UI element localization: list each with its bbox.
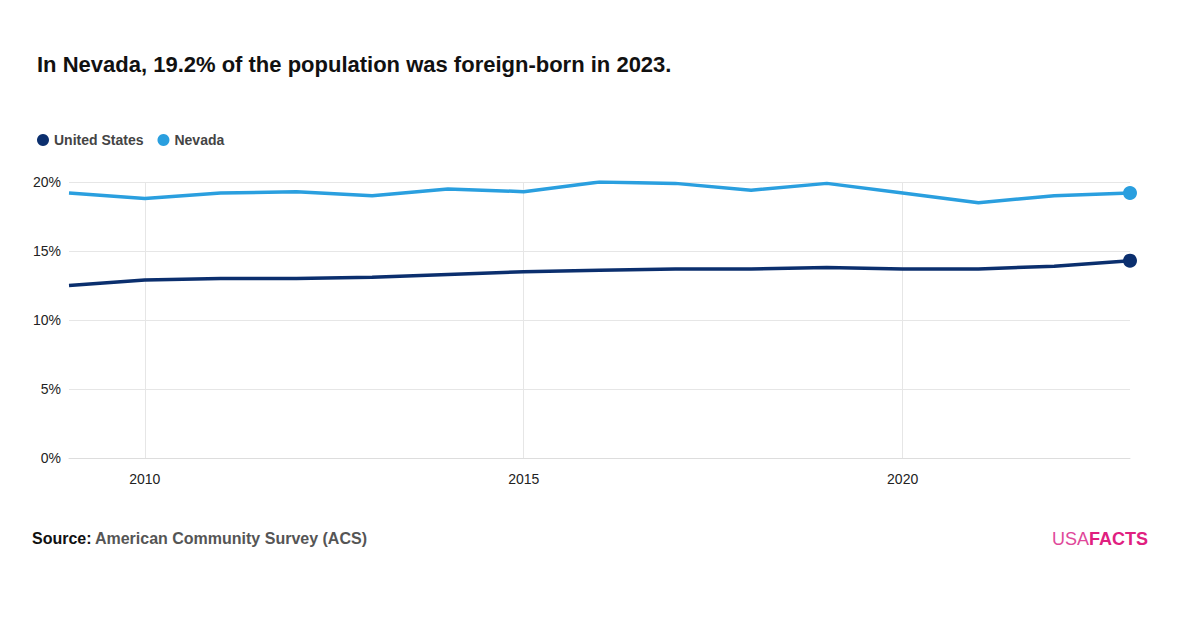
svg-text:USA: USA [1052,529,1089,549]
svg-text:20%: 20% [33,174,61,190]
svg-text:American Community Survey (ACS: American Community Survey (ACS) [95,530,367,547]
svg-text:2010: 2010 [129,471,160,487]
svg-text:2015: 2015 [508,471,539,487]
svg-text:5%: 5% [41,381,61,397]
svg-text:FACTS: FACTS [1089,529,1148,549]
svg-text:10%: 10% [33,312,61,328]
svg-text:2020: 2020 [887,471,918,487]
svg-text:In Nevada, 19.2% of the popula: In Nevada, 19.2% of the population was f… [37,52,671,77]
svg-text:Source:: Source: [32,530,92,547]
svg-text:United States: United States [54,132,144,148]
svg-text:0%: 0% [41,450,61,466]
svg-text:15%: 15% [33,243,61,259]
svg-text:Nevada: Nevada [174,132,224,148]
